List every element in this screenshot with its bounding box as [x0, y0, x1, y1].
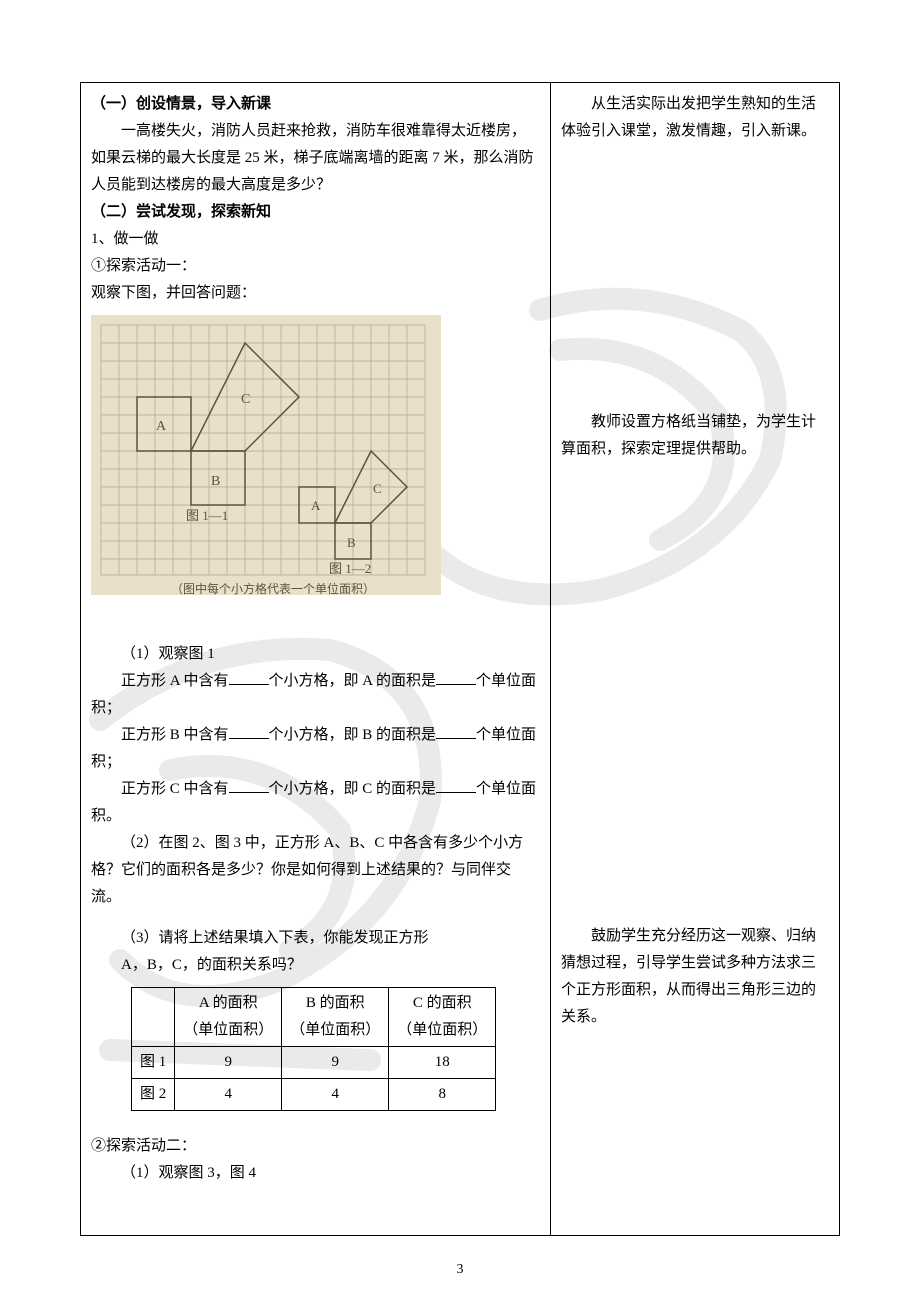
th-c: C 的面积（单位面积）	[389, 988, 496, 1047]
page-number: 3	[0, 1257, 920, 1282]
activity2-q1: （1）观察图 3，图 4	[91, 1160, 540, 1187]
q3-line2: A，B，C，的面积关系吗？	[91, 952, 540, 979]
q3-line1: （3）请将上述结果填入下表，你能发现正方形	[91, 925, 540, 952]
svg-text:A: A	[156, 419, 167, 434]
svg-text:B: B	[211, 474, 220, 489]
activity2-label: ②探索活动二：	[91, 1133, 540, 1160]
svg-text:C: C	[373, 481, 382, 496]
svg-text:A: A	[311, 498, 321, 513]
svg-text:图 1—1: 图 1—1	[186, 508, 228, 523]
q2: （2）在图 2、图 3 中，正方形 A、B、C 中各含有多少个小方格？它们的面积…	[91, 830, 540, 911]
right-column: 从生活实际出发把学生熟知的生活体验引入课堂，激发情趣，引入新课。 教师设置方格纸…	[551, 83, 839, 1235]
th-empty	[132, 988, 175, 1047]
svg-text:B: B	[347, 535, 356, 550]
main-content-frame: （一）创设情景，导入新课 一高楼失火，消防人员赶来抢救，消防车很难靠得太近楼房，…	[80, 82, 840, 1236]
grid-figure: A B C 图 1—1 A B C 图 1—2 （图中每个小方格代表一个单位面积…	[91, 315, 441, 615]
activity1-label: ①探索活动一：	[91, 253, 540, 280]
note3: 鼓励学生充分经历这一观察、归纳猜想过程，引导学生尝试多种方法求三个正方形面积，从…	[561, 923, 829, 1031]
section2-title: （二）尝试发现，探索新知	[91, 199, 540, 226]
q1-title: （1）观察图 1	[91, 641, 540, 668]
area-table: A 的面积（单位面积） B 的面积（单位面积） C 的面积（单位面积） 图 1 …	[131, 987, 496, 1111]
left-column: （一）创设情景，导入新课 一高楼失火，消防人员赶来抢救，消防车很难靠得太近楼房，…	[81, 83, 551, 1235]
svg-text:图 1—2: 图 1—2	[329, 561, 371, 576]
q1-line-a: 正方形 A 中含有个小方格，即 A 的面积是个单位面积；	[91, 668, 540, 722]
q1-line-b: 正方形 B 中含有个小方格，即 B 的面积是个单位面积；	[91, 722, 540, 776]
activity1-intro: 观察下图，并回答问题：	[91, 280, 540, 307]
table-row: 图 1 9 9 18	[132, 1047, 496, 1079]
section1-para: 一高楼失火，消防人员赶来抢救，消防车很难靠得太近楼房，如果云梯的最大长度是 25…	[91, 118, 540, 199]
th-a: A 的面积（单位面积）	[175, 988, 282, 1047]
q1-line-c: 正方形 C 中含有个小方格，即 C 的面积是个单位面积。	[91, 776, 540, 830]
note2: 教师设置方格纸当铺垫，为学生计算面积，探索定理提供帮助。	[561, 409, 829, 463]
table-row: 图 2 4 4 8	[132, 1079, 496, 1111]
note1: 从生活实际出发把学生熟知的生活体验引入课堂，激发情趣，引入新课。	[561, 91, 829, 145]
svg-text:C: C	[241, 392, 250, 407]
section1-title: （一）创设情景，导入新课	[91, 91, 540, 118]
svg-text:（图中每个小方格代表一个单位面积）: （图中每个小方格代表一个单位面积）	[171, 581, 375, 596]
th-b: B 的面积（单位面积）	[282, 988, 389, 1047]
section2-item1: 1、做一做	[91, 226, 540, 253]
